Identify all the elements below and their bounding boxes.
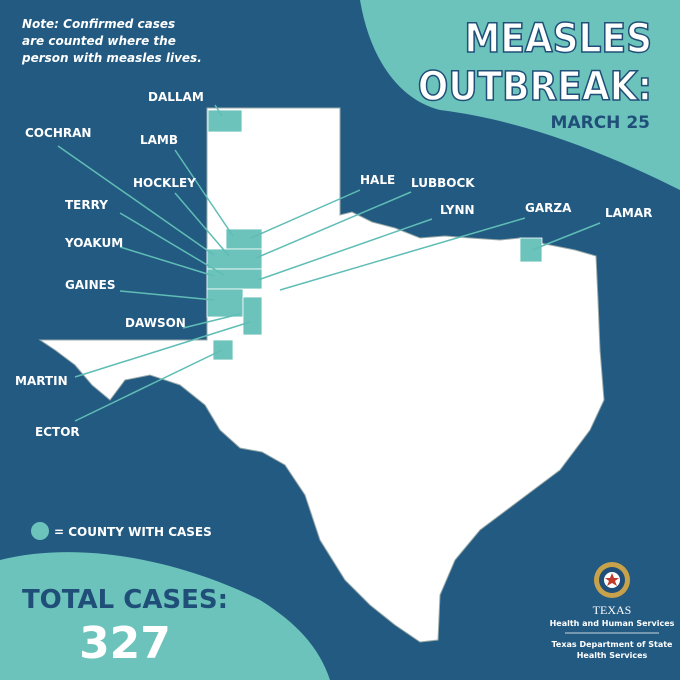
county-dawson-martin bbox=[242, 296, 263, 336]
leader-line bbox=[174, 192, 230, 257]
logo: TEXAS Health and Human Services Texas De… bbox=[550, 562, 675, 660]
leader-line bbox=[214, 104, 223, 117]
legend-text: = COUNTY WITH CASES bbox=[54, 525, 212, 539]
county-label: DALLAM bbox=[148, 90, 204, 104]
note-line: are counted where the bbox=[22, 34, 176, 48]
leader-line bbox=[119, 212, 225, 276]
county-label: LAMB bbox=[140, 133, 178, 147]
leader-line bbox=[531, 222, 601, 251]
total-label: TOTAL CASES: bbox=[22, 585, 228, 615]
county-label: GARZA bbox=[525, 201, 572, 215]
county-gaines bbox=[206, 288, 244, 318]
leader-line bbox=[257, 218, 433, 281]
leader-line bbox=[57, 145, 215, 256]
seal-star bbox=[605, 573, 619, 586]
leader-line bbox=[174, 149, 234, 237]
county-label: YOAKUM bbox=[64, 236, 123, 250]
leader-line bbox=[279, 217, 526, 291]
county-label: LAMAR bbox=[605, 206, 652, 220]
bottom-wave bbox=[0, 552, 330, 680]
county-label: HALE bbox=[360, 173, 395, 187]
highlighted-counties bbox=[206, 109, 543, 361]
leader-line bbox=[250, 189, 361, 239]
county-ector bbox=[212, 339, 234, 361]
county-lamar bbox=[519, 237, 543, 263]
county-label: DAWSON bbox=[125, 316, 186, 330]
leader-line bbox=[74, 349, 223, 422]
county-label: LUBBOCK bbox=[411, 176, 475, 190]
logo-subtitle: Health and Human Services bbox=[550, 619, 675, 628]
top-wave bbox=[360, 0, 680, 190]
logo-agency: Health Services bbox=[577, 651, 648, 660]
county-label: GAINES bbox=[65, 278, 115, 292]
county-yoakum-terry-lynn bbox=[206, 268, 263, 290]
note-line: person with measles lives. bbox=[21, 51, 202, 65]
leader-line bbox=[182, 313, 241, 329]
logo-name: TEXAS bbox=[593, 603, 632, 617]
county-label: TERRY bbox=[65, 198, 108, 212]
texas-map bbox=[38, 107, 605, 643]
note-line: Note: Confirmed cases bbox=[22, 17, 175, 31]
county-cochran-hockley-lubbock bbox=[206, 248, 263, 270]
texas-outline bbox=[38, 107, 605, 643]
county-labels: DALLAM COCHRAN LAMB HOCKLEY TERRY YOAKUM GAINE… bbox=[15, 90, 652, 439]
leader-line bbox=[74, 321, 251, 378]
legend-swatch bbox=[31, 522, 49, 540]
county-label: COCHRAN bbox=[25, 126, 91, 140]
note: Note: Confirmed cases are counted where t… bbox=[21, 17, 202, 65]
county-label: HOCKLEY bbox=[133, 176, 196, 190]
date: MARCH 25 bbox=[551, 113, 650, 133]
title-line: MEASLES bbox=[464, 16, 652, 62]
leader-line bbox=[255, 191, 412, 259]
title-line: OUTBREAK: bbox=[418, 64, 652, 110]
county-label: MARTIN bbox=[15, 374, 68, 388]
county-lamb-hale bbox=[225, 228, 263, 250]
county-dallam bbox=[207, 109, 243, 133]
county-label: ECTOR bbox=[35, 425, 80, 439]
total-value: 327 bbox=[79, 618, 171, 669]
leader-line bbox=[119, 246, 215, 277]
county-label: LYNN bbox=[440, 203, 475, 217]
leader-line bbox=[119, 290, 215, 301]
logo-agency: Texas Department of State bbox=[552, 640, 674, 649]
